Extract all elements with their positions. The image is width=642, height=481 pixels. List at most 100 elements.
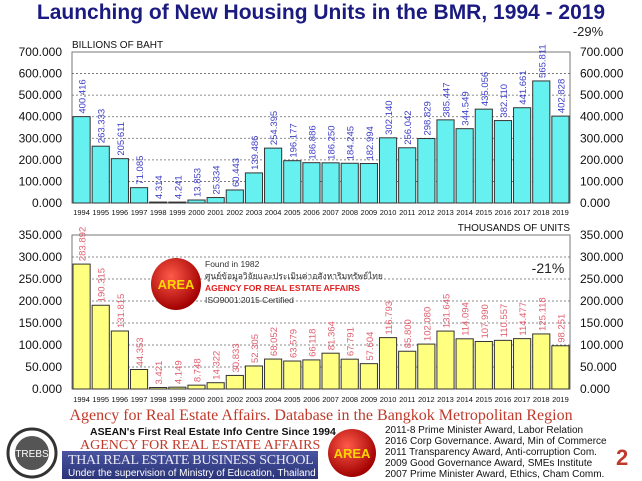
y-tick-label-right: 0.000 xyxy=(580,382,610,396)
y-tick-label-left: 0.000 xyxy=(32,382,62,396)
bar-2013 xyxy=(436,330,455,390)
iso-text: ISO9001:2015 Certified xyxy=(205,295,294,305)
bar-2009 xyxy=(359,363,378,390)
y-tick-label-right: 200.000 xyxy=(580,153,624,167)
bar-2005 xyxy=(283,160,302,204)
data-label-2015: 435.056 xyxy=(480,72,491,106)
data-label-2004: 68.052 xyxy=(269,327,280,356)
footer-banner: ASEAN's First Real Estate Info Centre Si… xyxy=(62,427,336,479)
bar-2008 xyxy=(340,358,359,390)
bar-2018 xyxy=(532,80,551,204)
supervision-text: Under the supervision of Ministry of Edu… xyxy=(68,468,316,479)
y-tick-label-right: 0.000 xyxy=(580,196,610,210)
y-tick-label-right: 300.000 xyxy=(580,131,624,145)
bar-2007 xyxy=(321,352,340,390)
y-tick-label-left: 500.000 xyxy=(19,88,63,102)
data-label-2012: 102.080 xyxy=(422,307,433,341)
data-label-2007: 186.250 xyxy=(327,125,338,159)
bar-1994 xyxy=(72,116,91,204)
bar-2000 xyxy=(187,199,206,204)
bar-2006 xyxy=(302,359,321,390)
data-label-2001: 14.322 xyxy=(212,351,223,380)
data-label-2019: 402.828 xyxy=(556,79,567,113)
x-tick-label: 2002 xyxy=(226,395,243,404)
bar-2017 xyxy=(513,338,532,390)
x-tick-label: 1999 xyxy=(169,395,186,404)
data-label-2017: 114.477 xyxy=(518,302,529,336)
bar-2002 xyxy=(225,374,244,390)
data-label-1998: 4.314 xyxy=(154,175,165,199)
bar-2006 xyxy=(302,162,321,204)
x-tick-label: 2001 xyxy=(207,395,224,404)
x-tick-label: 1998 xyxy=(150,208,167,217)
y-tick-label-left: 100.000 xyxy=(19,338,63,352)
data-label-2002: 30.833 xyxy=(231,343,242,372)
y-tick-label-left: 150.000 xyxy=(19,316,63,330)
bar-1999 xyxy=(168,386,187,390)
plot-frame xyxy=(71,51,571,204)
x-tick-label: 2005 xyxy=(284,395,301,404)
area-footer-logo-text: AREA xyxy=(334,446,371,461)
bar-2001 xyxy=(206,197,225,204)
x-tick-label: 2003 xyxy=(246,208,263,217)
x-tick-label: 1996 xyxy=(112,395,129,404)
bar-2011 xyxy=(398,350,417,390)
bar-2018 xyxy=(532,333,551,390)
x-tick-label: 2000 xyxy=(188,208,205,217)
data-label-2018: 125.118 xyxy=(537,297,548,331)
y-tick-label-left: 300.000 xyxy=(19,250,63,264)
data-label-2017: 441.661 xyxy=(518,70,529,104)
bar-2004 xyxy=(264,147,283,204)
bar-2003 xyxy=(244,365,264,390)
y-tick-label-right: 250.000 xyxy=(580,272,624,286)
y-tick-label-left: 400.000 xyxy=(19,110,63,124)
thai-name-text: ศูนย์ข้อมูลวิจัยและประเมินค่าอสังหาริมทร… xyxy=(205,271,383,281)
x-tick-label: 2013 xyxy=(437,395,454,404)
data-label-1994: 400.416 xyxy=(78,79,89,113)
y-tick-label-right: 350.000 xyxy=(580,228,624,242)
y-tick-label-right: 500.000 xyxy=(580,88,624,102)
x-tick-label: 2004 xyxy=(265,208,282,217)
bar-2015 xyxy=(474,340,493,390)
x-tick-label: 2016 xyxy=(495,208,512,217)
school-name: THAI REAL ESTATE BUSINESS SCHOOL xyxy=(68,453,314,468)
data-label-2008: 67.791 xyxy=(346,327,357,356)
award-item: 2007 Prime Minister Award, Ethics, Cham … xyxy=(385,469,605,480)
data-label-2006: 186.886 xyxy=(307,125,318,159)
data-label-2011: 85.800 xyxy=(403,319,414,348)
award-item: 2011 Transparency Award, Anti-corruption… xyxy=(385,447,597,458)
x-tick-label: 2011 xyxy=(399,395,415,404)
data-label-1998: 3.421 xyxy=(154,361,165,385)
data-label-2010: 116.793 xyxy=(384,301,395,335)
data-label-2009: 182.994 xyxy=(365,126,376,160)
y-tick-label-left: 0.000 xyxy=(32,196,62,210)
y-tick-label-left: 700.000 xyxy=(19,45,63,59)
y-tick-label-left: 250.000 xyxy=(19,272,63,286)
y-tick-label-right: 100.000 xyxy=(580,338,624,352)
change-annotation: -29% xyxy=(573,24,604,39)
data-label-2012: 298.829 xyxy=(422,101,433,135)
bar-2010 xyxy=(378,137,398,204)
bar-2016 xyxy=(493,120,513,204)
bar-1996 xyxy=(110,158,129,204)
bar-1998 xyxy=(149,386,168,390)
award-item: 2009 Good Governance Award, SMEs Institu… xyxy=(385,458,593,469)
x-tick-label: 1997 xyxy=(131,395,148,404)
area-logo-ball xyxy=(151,258,201,310)
x-tick-label: 2006 xyxy=(303,395,320,404)
bar-2009 xyxy=(359,163,378,204)
x-tick-label: 2004 xyxy=(265,395,282,404)
data-label-2013: 385.447 xyxy=(442,83,453,117)
bar-2000 xyxy=(187,384,206,390)
agency-name-text: AGENCY FOR REAL ESTATE AFFAIRS xyxy=(205,283,360,293)
bar-2014 xyxy=(455,128,474,204)
bar-2015 xyxy=(474,108,493,204)
data-label-2001: 25.334 xyxy=(212,165,223,194)
data-label-1996: 205.611 xyxy=(116,122,127,156)
x-tick-label: 2016 xyxy=(495,395,512,404)
trebs-logo-text: TREBS xyxy=(15,449,49,460)
x-tick-label: 2006 xyxy=(303,208,320,217)
y-tick-label-left: 350.000 xyxy=(19,228,63,242)
data-label-2015: 107.990 xyxy=(480,304,491,338)
bar-2011 xyxy=(398,147,417,204)
